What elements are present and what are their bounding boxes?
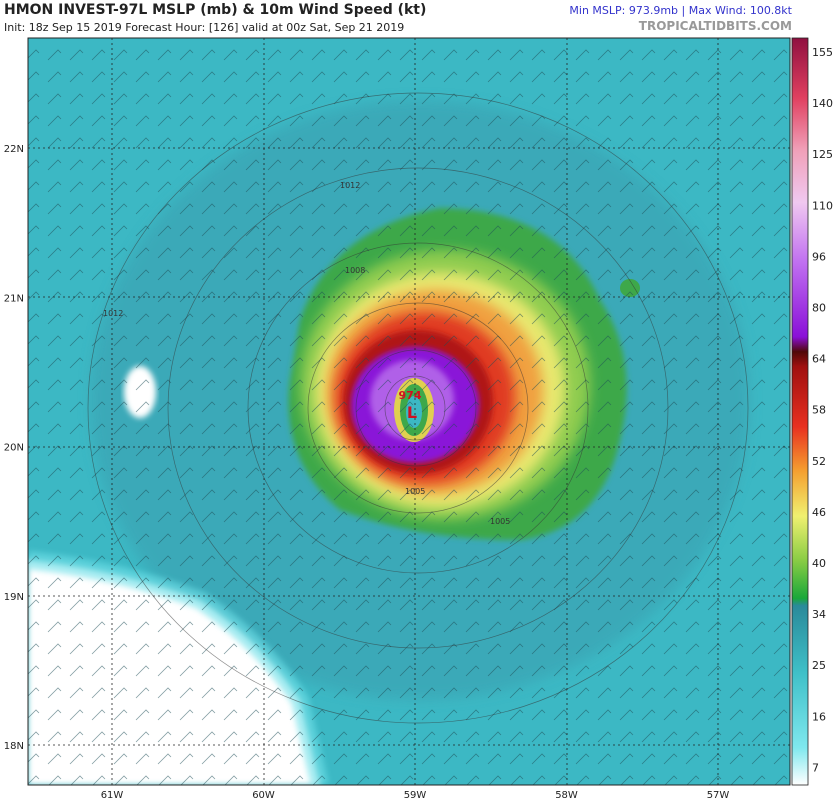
min-pressure: 974 [399, 389, 422, 402]
lon-label: 58W [555, 790, 578, 800]
colorbar-label: 40 [812, 557, 826, 570]
colorbar-label: 46 [812, 506, 826, 519]
lon-label: 57W [707, 790, 730, 800]
axis-labels: 22N 21N 20N 19N 18N 61W 60W 59W 58W 57W 155 140 125 1… [4, 46, 833, 800]
low-marker: L [407, 403, 417, 422]
lon-label: 60W [252, 790, 275, 800]
colorbar-label: 34 [812, 608, 826, 621]
colorbar-label: 125 [812, 148, 833, 161]
isobar-label: 1005 [490, 517, 510, 526]
colorbar-label: 64 [812, 353, 826, 366]
lat-label: 19N [4, 592, 24, 603]
lon-label: 59W [404, 790, 427, 800]
stats: Min MSLP: 973.9mb | Max Wind: 100.8kt [569, 4, 792, 17]
colorbar-label: 155 [812, 46, 833, 59]
site: TROPICALTIDBITS.COM [638, 19, 792, 33]
colorbar-label: 25 [812, 659, 826, 672]
colorbar-label: 16 [812, 710, 826, 723]
colorbar-label: 96 [812, 250, 826, 263]
isobar-label: 1012 [103, 309, 123, 318]
lat-label: 22N [4, 144, 24, 155]
lat-label: 20N [4, 443, 24, 454]
graticule [28, 38, 790, 785]
colorbar [791, 37, 809, 786]
lon-label: 61W [101, 790, 124, 800]
isobar-label: 1012 [340, 181, 360, 190]
colorbar-label: 58 [812, 404, 826, 417]
colorbar-label: 140 [812, 97, 833, 110]
init-text: Init: 18z Sep 15 2019 Forecast Hour: [12… [4, 21, 405, 34]
lat-label: 18N [4, 741, 24, 752]
colorbar-label: 110 [812, 199, 833, 212]
wind-field: 1012 1008 1012 1005 1005 974 L [28, 38, 790, 785]
map-frame [27, 37, 791, 786]
isobar-label: 1008 [345, 266, 365, 275]
title: HMON INVEST-97L MSLP (mb) & 10m Wind Spe… [4, 2, 427, 18]
colorbar-label: 80 [812, 302, 826, 315]
colorbar-label: 52 [812, 455, 826, 468]
isobars [87, 92, 749, 724]
colorbar-label: 7 [812, 761, 819, 774]
lat-label: 21N [4, 293, 24, 304]
isobar-label: 1005 [405, 487, 425, 496]
